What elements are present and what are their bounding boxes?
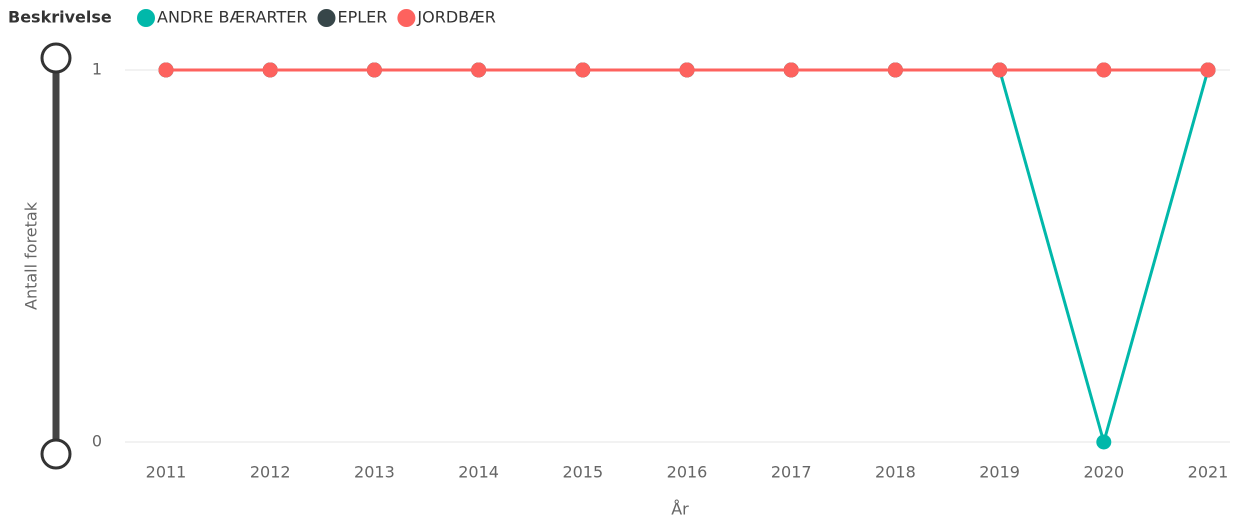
legend-title: Beskrivelse — [8, 8, 112, 27]
x-tick-label: 2011 — [146, 463, 187, 482]
point — [783, 62, 799, 78]
x-tick-label: 2015 — [562, 463, 603, 482]
point — [575, 62, 591, 78]
x-tick-label: 2019 — [979, 463, 1020, 482]
legend-marker — [137, 9, 155, 27]
series — [158, 62, 1216, 450]
x-axis-label: År — [671, 500, 689, 519]
series — [158, 62, 1216, 78]
slider-handle[interactable] — [40, 42, 72, 74]
x-tick-label: 2021 — [1188, 463, 1229, 482]
point — [992, 62, 1008, 78]
point — [262, 62, 278, 78]
x-tick-label: 2013 — [354, 463, 395, 482]
x-tick-label: 2014 — [458, 463, 499, 482]
zoom-slider[interactable] — [40, 42, 72, 470]
y-axis-label: Antall foretak — [22, 201, 41, 310]
y-tick-label: 1 — [92, 60, 102, 79]
x-tick-label: 2017 — [771, 463, 812, 482]
legend-marker — [397, 9, 416, 27]
x-tick-label: 2018 — [875, 463, 916, 482]
legend-marker — [317, 9, 336, 27]
legend-text: EPLER — [337, 8, 387, 27]
point — [1096, 62, 1112, 78]
point — [158, 62, 174, 78]
point — [1096, 434, 1112, 450]
point — [366, 62, 382, 78]
point — [1200, 62, 1216, 78]
slider-handle[interactable] — [40, 438, 72, 470]
x-tick-label: 2012 — [250, 463, 291, 482]
legend-text: ANDRE BÆRARTER — [157, 8, 307, 27]
line — [166, 68, 1210, 448]
point — [887, 62, 903, 78]
point — [679, 62, 695, 78]
y-tick-label: 0 — [92, 432, 102, 451]
point — [471, 62, 487, 78]
x-tick-label: 2020 — [1083, 463, 1124, 482]
legend-text: JORDBÆR — [416, 8, 495, 27]
x-tick-label: 2016 — [667, 463, 708, 482]
